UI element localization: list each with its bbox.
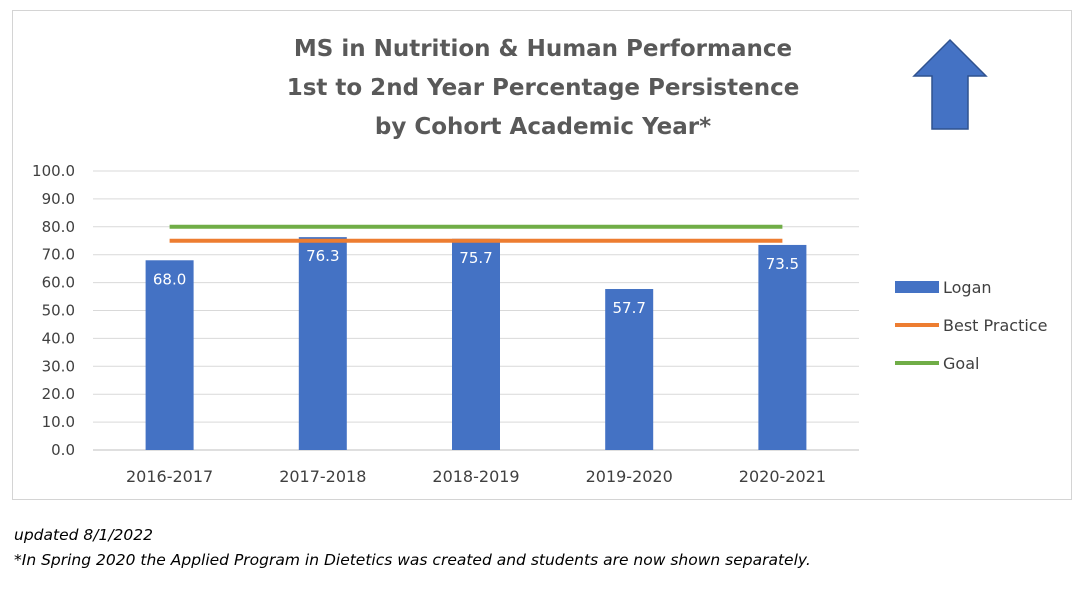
bar-2016-2017	[145, 260, 194, 450]
x-axis-categories: 2016-2017 2017-2018 2018-2019 2019-2020 2020…	[126, 467, 826, 486]
bar-2017-2018	[298, 237, 347, 450]
chart-title-line-3: by Cohort Academic Year*	[375, 114, 711, 140]
y-tick-label: 90.0	[42, 190, 75, 208]
y-tick-label: 80.0	[42, 218, 75, 236]
up-arrow-icon	[912, 38, 988, 130]
data-label: 75.7	[459, 249, 492, 267]
y-tick-label: 40.0	[42, 329, 75, 347]
updated-note: updated 8/1/2022	[14, 526, 153, 544]
y-axis-ticks: 0.0 10.0 20.0 30.0 40.0 50.0 60.0 70.0 80.0 90.0 1…	[32, 162, 75, 459]
bar-2020-2021	[758, 244, 807, 450]
x-category-label: 2020-2021	[739, 467, 826, 486]
x-category-label: 2019-2020	[586, 467, 673, 486]
data-labels: 68.0 76.3 75.7 57.7 73.5	[153, 247, 799, 317]
chart-area: MS in Nutrition & Human Performance 1st …	[12, 10, 1072, 500]
y-tick-label: 30.0	[42, 357, 75, 375]
legend: Logan Best Practice Goal	[895, 278, 1047, 373]
legend-entry: Best Practice	[943, 316, 1047, 335]
chart-title-line-2: 1st to 2nd Year Percentage Persistence	[287, 75, 800, 101]
x-category-label: 2017-2018	[279, 467, 366, 486]
chart-title: MS in Nutrition & Human Performance 1st …	[287, 36, 800, 140]
y-tick-label: 70.0	[42, 246, 75, 264]
y-tick-label: 10.0	[42, 413, 75, 431]
bar-2019-2020	[605, 289, 654, 450]
y-tick-label: 20.0	[42, 385, 75, 403]
x-category-label: 2016-2017	[126, 467, 213, 486]
footnote: *In Spring 2020 the Applied Program in D…	[14, 551, 811, 569]
chart-svg: MS in Nutrition & Human Performance 1st …	[32, 36, 1047, 486]
data-label: 57.7	[612, 299, 645, 317]
data-label: 68.0	[153, 270, 186, 288]
legend-entry: Goal	[943, 354, 979, 373]
lines	[169, 224, 783, 243]
y-tick-label: 0.0	[51, 441, 75, 459]
y-tick-label: 100.0	[32, 162, 75, 180]
bar-2018-2019	[452, 238, 500, 450]
data-label: 73.5	[766, 255, 799, 273]
bars	[145, 237, 807, 450]
x-category-label: 2018-2019	[432, 467, 519, 486]
y-tick-label: 60.0	[42, 274, 75, 292]
legend-swatch	[895, 281, 939, 293]
chart-title-line-1: MS in Nutrition & Human Performance	[294, 36, 792, 62]
data-label: 76.3	[306, 247, 339, 265]
y-tick-label: 50.0	[42, 302, 75, 320]
legend-entry: Logan	[943, 278, 992, 297]
